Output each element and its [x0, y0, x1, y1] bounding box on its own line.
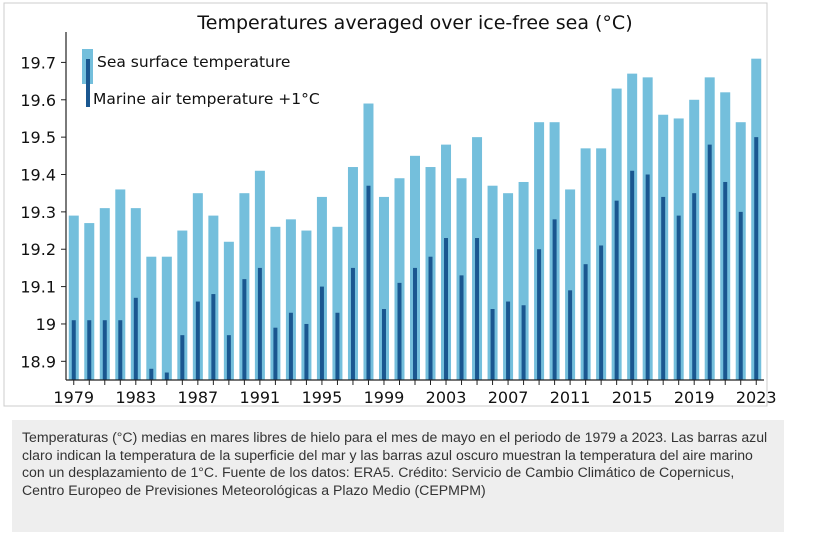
chart-figure: Temperatures averaged over ice-free sea …: [3, 2, 777, 407]
y-tick-label: 19: [36, 315, 56, 334]
bar-sst-2011: [565, 189, 576, 380]
y-tick-label: 19.7: [20, 53, 56, 72]
x-tick-label: 2007: [488, 388, 529, 407]
bar-sst-1982: [115, 189, 126, 380]
bar-mat-2014: [614, 200, 619, 380]
x-tick-label: 2019: [674, 388, 715, 407]
bar-mat-1991: [257, 267, 262, 380]
x-tick-label: 1995: [302, 388, 343, 407]
bar-mat-2019: [692, 193, 697, 380]
bar-mat-1987: [195, 301, 200, 380]
bar-mat-2011: [568, 290, 573, 380]
bar-mat-2008: [521, 305, 526, 380]
bar-group: [68, 58, 762, 381]
y-tick-label: 19.2: [20, 240, 56, 259]
bar-mat-1996: [335, 312, 340, 380]
bar-sst-2000: [394, 178, 405, 380]
bar-mat-2021: [723, 181, 728, 380]
bar-sst-1989: [223, 241, 234, 380]
bar-sst-1994: [301, 230, 312, 380]
y-tick-label: 19.5: [20, 128, 56, 147]
legend: Sea surface temperature Marine air tempe…: [82, 49, 320, 108]
bar-mat-2023: [754, 137, 759, 380]
y-tick-label: 19.1: [20, 278, 56, 297]
bar-sst-1979: [68, 215, 79, 380]
bar-mat-1986: [180, 335, 185, 380]
bar-mat-2016: [645, 174, 650, 380]
bar-mat-2001: [413, 267, 417, 380]
bar-mat-2002: [428, 256, 433, 380]
x-tick-label: 2003: [426, 388, 467, 407]
bar-sst-1983: [130, 208, 141, 380]
bar-mat-1981: [102, 320, 107, 380]
bar-mat-2020: [707, 144, 712, 380]
bar-mat-1982: [118, 320, 123, 380]
bar-mat-2013: [599, 245, 604, 380]
x-tick-label: 1999: [364, 388, 405, 407]
bar-mat-1998: [366, 185, 371, 380]
bar-sst-1996: [332, 226, 343, 380]
caption-text: Temperaturas (°C) medias en mares libres…: [22, 429, 768, 498]
bar-mat-2017: [661, 196, 666, 380]
bar-mat-2010: [552, 219, 557, 380]
bar-sst-2006: [487, 185, 498, 380]
bar-mat-1995: [319, 286, 324, 380]
bar-mat-2012: [583, 264, 588, 380]
bar-mat-2007: [506, 301, 511, 380]
legend-swatch-mat: [86, 59, 90, 107]
bar-mat-1992: [273, 327, 278, 380]
bar-mat-2018: [676, 215, 681, 380]
y-tick-label: 19.6: [20, 91, 56, 110]
legend-label-mat: Marine air temperature +1°C: [93, 90, 320, 108]
bar-sst-1985: [161, 256, 172, 380]
x-tick-label: 2011: [550, 388, 591, 407]
y-tick-label: 19.4: [20, 166, 56, 185]
bar-mat-1994: [304, 323, 309, 380]
bar-mat-2000: [397, 282, 402, 380]
bar-sst-1984: [146, 256, 157, 380]
bar-mat-1985: [164, 372, 169, 380]
x-tick-label: 1987: [177, 388, 218, 407]
caption-box: Temperaturas (°C) medias en mares libres…: [12, 420, 784, 532]
chart-title: Temperatures averaged over ice-free sea …: [196, 12, 632, 34]
bar-mat-2009: [537, 249, 542, 380]
bar-sst-1980: [84, 223, 95, 380]
bar-mat-1988: [211, 294, 216, 380]
bar-mat-1979: [71, 320, 76, 380]
bar-mat-1980: [87, 320, 92, 380]
bar-sst-1981: [99, 208, 110, 380]
bar-mat-2005: [475, 238, 480, 380]
bar-sst-1986: [177, 230, 188, 380]
bar-mat-1999: [381, 309, 386, 380]
bar-mat-1993: [288, 312, 293, 380]
x-tick-label: 1979: [53, 388, 94, 407]
bar-sst-1993: [285, 219, 296, 380]
x-tick-label: 2015: [612, 388, 653, 407]
legend-label-sst: Sea surface temperature: [97, 53, 290, 71]
bar-sst-2008: [518, 181, 529, 380]
bar-mat-2015: [630, 170, 635, 380]
bar-sst-2012: [580, 148, 591, 380]
bar-mat-2004: [459, 275, 464, 380]
bar-mat-1990: [242, 279, 247, 380]
y-tick-label: 19.3: [20, 203, 56, 222]
axes-group: 18.9 19 19.1 19.2 19.3 19.4 19.5 19.6 19.7 1979 19…: [20, 32, 777, 407]
x-tick-label: 2023: [736, 388, 777, 407]
y-tick-label: 18.9: [20, 352, 56, 371]
bar-sst-1992: [270, 226, 281, 380]
bar-mat-1983: [133, 297, 138, 380]
bar-sst-1987: [192, 193, 203, 380]
chart-frame: [3, 2, 768, 407]
x-tick-label: 1983: [115, 388, 156, 407]
bar-sst-2007: [503, 193, 514, 380]
bar-mat-2006: [490, 309, 495, 380]
bar-mat-2022: [738, 211, 743, 380]
x-tick-label: 1991: [240, 388, 281, 407]
bar-mat-1989: [226, 335, 231, 380]
chart-svg: Temperatures averaged over ice-free sea …: [3, 2, 777, 407]
bar-mat-2003: [444, 238, 449, 380]
bar-mat-1997: [350, 267, 355, 380]
bar-sst-1999: [378, 196, 389, 380]
bar-mat-1984: [149, 368, 154, 380]
